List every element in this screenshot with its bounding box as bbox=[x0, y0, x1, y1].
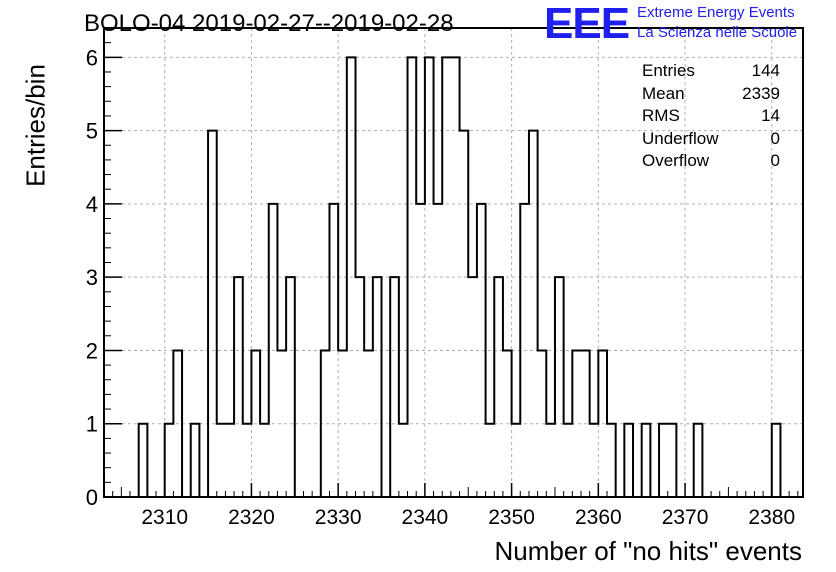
logo-line-2: La Scienza nelle Scuole bbox=[637, 24, 798, 41]
y-tick-label: 4 bbox=[86, 192, 98, 217]
stat-mean: Mean 2339 bbox=[642, 83, 780, 106]
y-tick-label: 5 bbox=[86, 119, 98, 144]
y-tick-label: 1 bbox=[86, 412, 98, 437]
stat-entries: Entries 144 bbox=[642, 60, 780, 83]
logo-line-1: Extreme Energy Events bbox=[637, 4, 795, 21]
x-tick-label: 2340 bbox=[402, 506, 449, 529]
stat-label: Underflow bbox=[642, 128, 719, 148]
stat-value: 144 bbox=[751, 61, 780, 80]
stat-overflow: Overflow 0 bbox=[642, 150, 780, 173]
stat-rms: RMS 14 bbox=[642, 105, 780, 128]
stat-label: RMS bbox=[642, 106, 680, 125]
stat-value: 2339 bbox=[742, 83, 780, 103]
x-tick-label: 2310 bbox=[141, 506, 188, 529]
chart-title: BOLO-04 2019-02-27--2019-02-28 bbox=[84, 10, 454, 37]
x-tick-label: 2330 bbox=[315, 506, 362, 529]
stat-value: 0 bbox=[770, 128, 780, 148]
x-tick-label: 2370 bbox=[662, 506, 709, 529]
y-tick-label: 2 bbox=[86, 338, 98, 363]
stat-value: 14 bbox=[761, 106, 780, 125]
x-tick-label: 2380 bbox=[748, 506, 795, 529]
y-axis-ticks: 0 1 2 3 4 5 6 bbox=[86, 42, 122, 510]
stat-underflow: Underflow 0 bbox=[642, 128, 780, 151]
x-tick-label: 2320 bbox=[228, 506, 275, 529]
y-tick-label: 0 bbox=[86, 485, 98, 510]
x-tick-label: 2350 bbox=[488, 506, 535, 529]
eee-logo: EEE bbox=[544, 0, 630, 48]
stat-label: Mean bbox=[642, 83, 685, 103]
y-tick-label: 3 bbox=[86, 265, 98, 290]
stat-label: Entries bbox=[642, 61, 695, 80]
stats-box: Entries 144 Mean 2339 RMS 14 Underflow 0… bbox=[642, 60, 780, 173]
y-tick-label: 6 bbox=[86, 45, 98, 70]
stat-value: 0 bbox=[770, 151, 780, 170]
x-axis-label: Number of "no hits" events bbox=[494, 536, 803, 566]
y-axis-label: Entries/bin bbox=[20, 64, 51, 187]
stat-label: Overflow bbox=[642, 151, 710, 170]
x-axis-ticks: 2310 2320 2330 2340 2350 2360 2370 2380 bbox=[103, 483, 799, 529]
x-tick-label: 2360 bbox=[575, 506, 622, 529]
